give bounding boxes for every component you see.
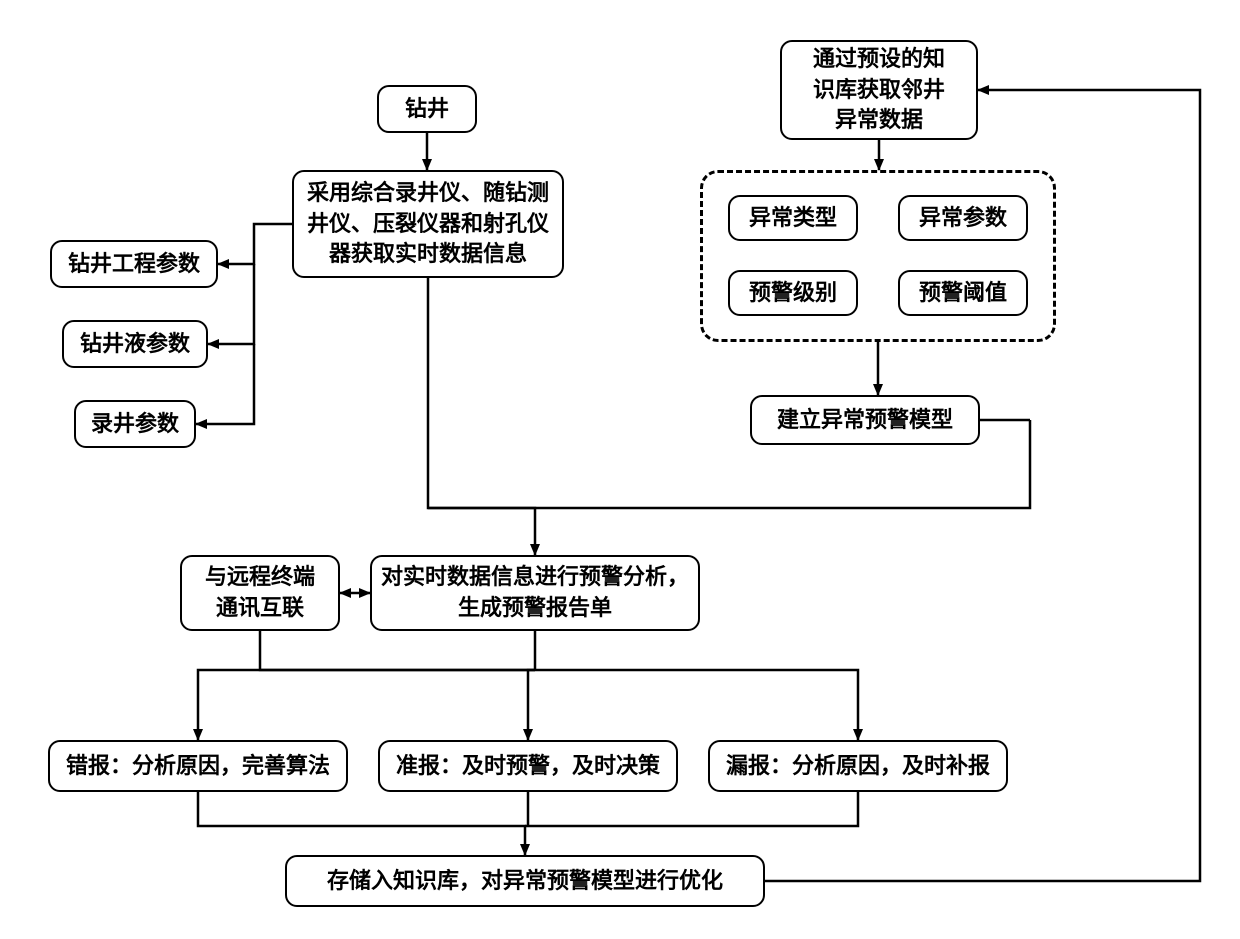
- node-warning-level: 预警级别: [728, 270, 858, 316]
- node-missed-alarm: 漏报：分析原因，及时补报: [708, 740, 1008, 792]
- node-acquire-realtime: 采用综合录井仪、随钻测井仪、压裂仪器和射孔仪器获取实时数据信息: [292, 170, 564, 278]
- node-knowledge-base: 通过预设的知识库获取邻井异常数据: [780, 40, 978, 140]
- node-label: 预警级别: [749, 278, 837, 309]
- node-build-model: 建立异常预警模型: [750, 395, 980, 445]
- node-label: 通过预设的知识库获取邻井异常数据: [813, 44, 945, 136]
- node-label: 异常参数: [919, 203, 1007, 234]
- node-correct-alarm: 准报：及时预警，及时决策: [378, 740, 678, 792]
- node-warning-threshold: 预警阈值: [898, 270, 1028, 316]
- node-label: 对实时数据信息进行预警分析，生成预警报告单: [381, 562, 689, 624]
- node-analyze-report: 对实时数据信息进行预警分析，生成预警报告单: [370, 555, 700, 631]
- node-remote-terminal: 与远程终端通讯互联: [180, 555, 340, 631]
- node-label: 采用综合录井仪、随钻测井仪、压裂仪器和射孔仪器获取实时数据信息: [307, 178, 549, 270]
- node-label: 存储入知识库，对异常预警模型进行优化: [327, 866, 723, 897]
- node-param-engineering: 钻井工程参数: [50, 240, 218, 288]
- node-label: 准报：及时预警，及时决策: [396, 751, 660, 782]
- node-label: 与远程终端通讯互联: [205, 562, 315, 624]
- node-param-logging: 录井参数: [74, 400, 196, 448]
- node-anomaly-type: 异常类型: [728, 195, 858, 241]
- node-anomaly-param: 异常参数: [898, 195, 1028, 241]
- node-label: 预警阈值: [919, 278, 1007, 309]
- node-drilling: 钻井: [377, 85, 477, 133]
- node-store-optimize: 存储入知识库，对异常预警模型进行优化: [285, 855, 765, 907]
- node-label: 钻井液参数: [80, 329, 190, 360]
- node-label: 异常类型: [749, 203, 837, 234]
- node-label: 钻井: [405, 94, 449, 125]
- node-label: 建立异常预警模型: [777, 405, 953, 436]
- node-param-fluid: 钻井液参数: [62, 320, 208, 368]
- node-label: 错报：分析原因，完善算法: [66, 751, 330, 782]
- node-label: 漏报：分析原因，及时补报: [726, 751, 990, 782]
- edges-layer: [0, 0, 1240, 939]
- node-label: 录井参数: [91, 409, 179, 440]
- node-false-alarm: 错报：分析原因，完善算法: [48, 740, 348, 792]
- node-label: 钻井工程参数: [68, 249, 200, 280]
